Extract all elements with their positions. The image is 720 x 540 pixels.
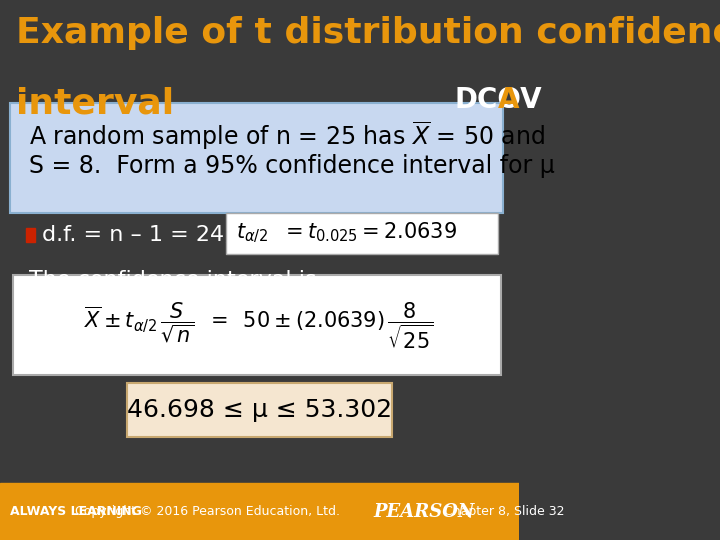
Text: PEARSON: PEARSON bbox=[374, 503, 475, 521]
Text: ALWAYS LEARNING: ALWAYS LEARNING bbox=[10, 505, 143, 518]
Text: d.f. = n – 1 = 24,  so: d.f. = n – 1 = 24, so bbox=[42, 225, 277, 245]
FancyBboxPatch shape bbox=[13, 275, 500, 375]
Text: Example of t distribution confidence: Example of t distribution confidence bbox=[16, 16, 720, 50]
Text: Copyright © 2016 Pearson Education, Ltd.: Copyright © 2016 Pearson Education, Ltd. bbox=[75, 505, 340, 518]
FancyBboxPatch shape bbox=[127, 383, 392, 437]
Text: interval: interval bbox=[16, 86, 174, 120]
Text: DCOV: DCOV bbox=[454, 86, 541, 114]
Text: S = 8.  Form a 95% confidence interval for μ: S = 8. Form a 95% confidence interval fo… bbox=[29, 154, 554, 178]
Text: A random sample of n = 25 has $\overline{X}$ = 50 and: A random sample of n = 25 has $\overline… bbox=[29, 119, 544, 152]
Text: 46.698 ≤ μ ≤ 53.302: 46.698 ≤ μ ≤ 53.302 bbox=[127, 399, 392, 422]
Bar bbox=[0, 483, 519, 540]
Text: $\overline{X} \pm t_{\alpha/2}\,\dfrac{S}{\sqrt{n}}\;\;=\;\;50 \pm (2.0639)\,\df: $\overline{X} \pm t_{\alpha/2}\,\dfrac{S… bbox=[84, 300, 434, 351]
Text: The confidence interval is: The confidence interval is bbox=[29, 270, 316, 290]
Bar bbox=[26, 228, 35, 242]
FancyBboxPatch shape bbox=[10, 103, 503, 213]
Text: A: A bbox=[498, 86, 520, 114]
Text: Chapter 8, Slide 32: Chapter 8, Slide 32 bbox=[444, 505, 564, 518]
Text: $t_{\alpha/2}$  $= t_{0.025} = 2.0639$: $t_{\alpha/2}$ $= t_{0.025} = 2.0639$ bbox=[236, 221, 457, 245]
FancyBboxPatch shape bbox=[225, 213, 498, 254]
